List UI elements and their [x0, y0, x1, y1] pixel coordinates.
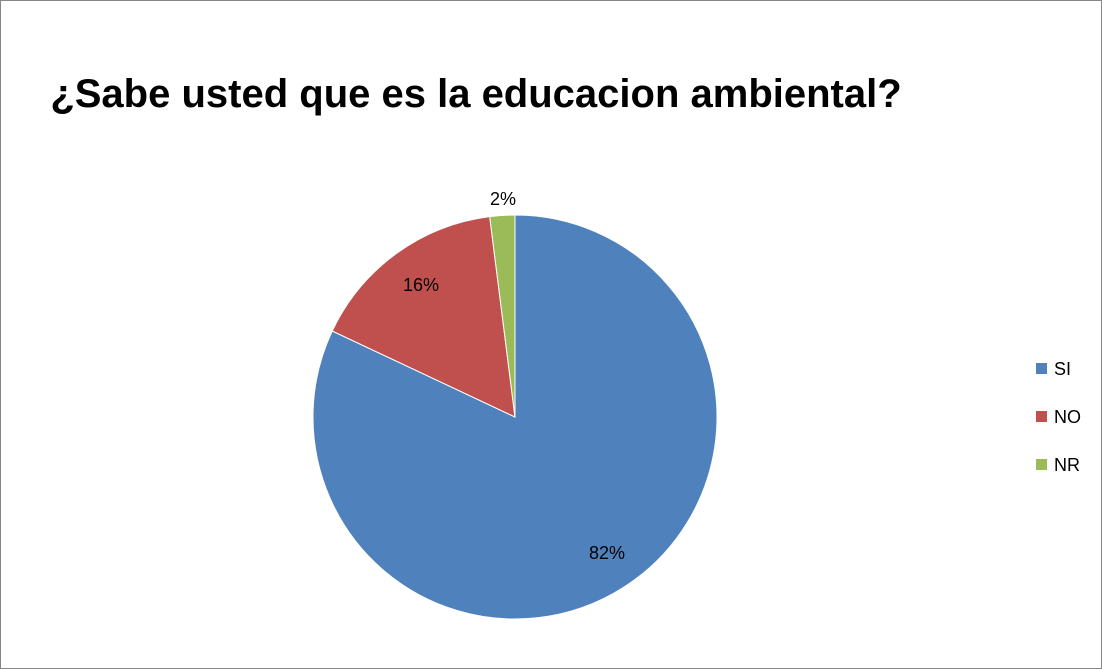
pie-slice-nr [489, 214, 516, 418]
legend-label-si: SI [1054, 359, 1072, 379]
legend-swatch-nr [1036, 459, 1047, 470]
pie-slice-no [331, 216, 516, 418]
pie-slices [312, 214, 718, 620]
legend-swatch-si [1036, 363, 1047, 374]
data-label-si: 82% [589, 543, 625, 563]
legend-label-nr: NR [1054, 455, 1080, 475]
data-label-nr: 2% [490, 189, 516, 209]
chart-title: ¿Sabe usted que es la educacion ambienta… [50, 72, 902, 116]
pie-data-labels: 82% 16% 2% [403, 189, 625, 563]
data-label-no: 16% [403, 275, 439, 295]
legend-swatch-no [1036, 411, 1047, 422]
legend-label-no: NO [1054, 407, 1081, 427]
